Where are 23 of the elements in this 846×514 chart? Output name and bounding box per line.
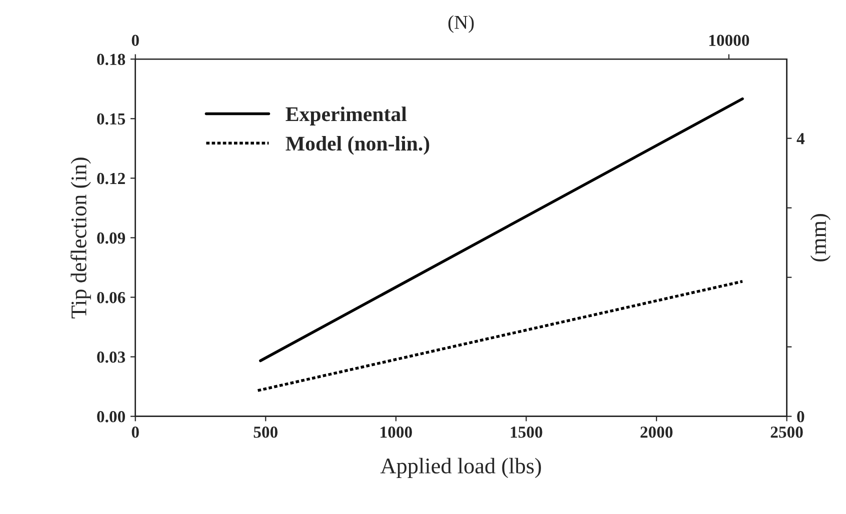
x-tick-label: 0	[132, 426, 139, 438]
x2-axis-title: (N)	[448, 15, 474, 33]
legend-label: Model (non-lin.)	[286, 136, 430, 155]
y-tick-label: 0.03	[97, 352, 126, 363]
y-tick-label: 0.12	[97, 172, 125, 184]
x2-tick-label: 0	[132, 34, 139, 46]
x-tick-label: 500	[254, 426, 278, 438]
x-axis-title: Applied load (lbs)	[380, 458, 541, 478]
y2-tick-label: 4	[796, 133, 805, 144]
y-axis-title: Tip deflection (in)	[70, 158, 91, 318]
x-tick-label: 2500	[770, 426, 803, 438]
y-tick-label: 0.18	[97, 54, 126, 66]
y-tick-label: 0.15	[97, 113, 126, 125]
y-tick-label: 0.00	[97, 411, 125, 422]
y-tick-label: 0.09	[97, 232, 126, 244]
legend-label: Experimental	[286, 106, 407, 126]
x2-tick-label: 10000	[709, 34, 750, 46]
x-tick-label: 2000	[640, 426, 673, 438]
y2-tick-label: 0	[797, 411, 804, 422]
y-tick-label: 0.06	[97, 292, 126, 304]
x-tick-label: 1500	[510, 426, 542, 438]
x-tick-label: 1000	[380, 426, 412, 438]
y2-axis-title: (mm)	[810, 214, 831, 262]
